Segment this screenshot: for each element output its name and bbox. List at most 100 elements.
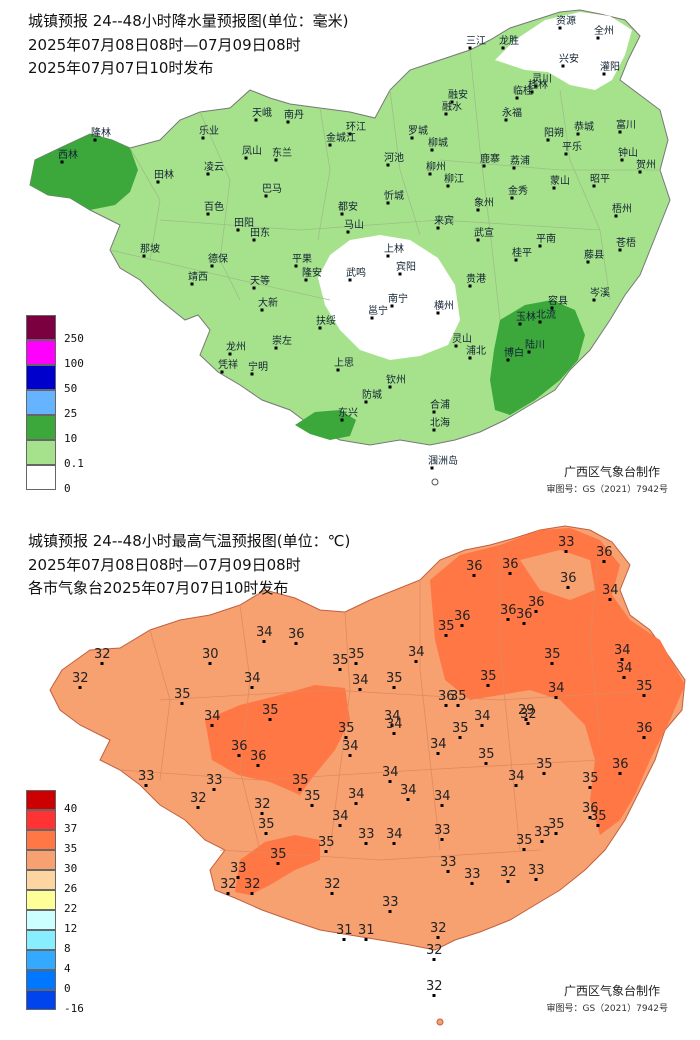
- city-label: 大新: [258, 296, 278, 309]
- station-dot: [392, 732, 396, 735]
- legend-label: 22: [64, 902, 78, 915]
- city-label: 北海: [430, 416, 450, 429]
- city-dot: [252, 286, 256, 290]
- station-dot: [354, 802, 358, 805]
- city-label: 合浦: [430, 398, 450, 411]
- station-dot: [522, 622, 526, 625]
- city-dot: [450, 100, 454, 104]
- city-label: 河池: [384, 151, 404, 164]
- station-dot: [354, 662, 358, 665]
- city-dot: [328, 143, 332, 147]
- temperature-value: 36: [500, 603, 517, 618]
- city-label: 田阳: [234, 217, 254, 229]
- city-label: 涠洲岛: [428, 454, 458, 467]
- city-dot: [318, 326, 322, 330]
- temperature-value: 34: [508, 769, 525, 784]
- legend-label: 50: [64, 382, 78, 395]
- temperature-value: 33: [206, 773, 223, 788]
- temperature-value: 36: [231, 739, 248, 754]
- station-dot: [344, 736, 348, 739]
- city-dot: [336, 368, 340, 372]
- city-dot: [638, 170, 642, 174]
- city-label: 三江: [466, 35, 486, 47]
- temperature-value: 32: [254, 797, 271, 812]
- city-dot: [512, 166, 516, 170]
- city-label: 隆林: [91, 126, 111, 139]
- temperature-value: 34: [256, 625, 273, 640]
- city-label: 东兴: [338, 406, 358, 419]
- temperature-value: 36: [288, 627, 305, 642]
- city-label: 武鸣: [346, 266, 366, 279]
- city-dot: [546, 138, 550, 142]
- temperature-value: 32: [426, 979, 443, 994]
- city-label: 灵山: [452, 333, 472, 345]
- city-label: 巴马: [262, 183, 282, 195]
- temperature-value: 35: [332, 653, 349, 668]
- legend-swatch: [26, 790, 56, 810]
- city-label: 凭祥: [218, 358, 238, 371]
- city-label: 德保: [208, 252, 228, 265]
- city-label: 靖西: [188, 270, 208, 283]
- station-dot: [524, 718, 528, 721]
- station-dot: [294, 642, 298, 645]
- station-dot: [264, 832, 268, 835]
- precip-period: 2025年07月08日08时—07月09日08时: [28, 36, 301, 54]
- temperature-value: 36: [250, 749, 267, 764]
- legend-swatch: [26, 950, 56, 970]
- city-label: 天等: [250, 274, 270, 287]
- city-label: 乐业: [199, 125, 219, 137]
- city-dot: [340, 212, 344, 216]
- temperature-value: 32: [190, 791, 207, 806]
- temperature-value: 35: [478, 747, 495, 762]
- city-dot: [618, 130, 622, 134]
- city-label: 田东: [250, 226, 270, 239]
- city-label: 蒙山: [550, 174, 570, 187]
- city-dot: [428, 172, 432, 176]
- city-label: 防城: [362, 388, 382, 401]
- station-dot: [432, 994, 436, 997]
- temperature-value: 34: [348, 787, 365, 802]
- station-dot: [392, 842, 396, 845]
- temperature-value: 34: [386, 827, 403, 842]
- legend-swatch: [26, 365, 56, 390]
- city-label: 富川: [616, 118, 636, 131]
- temperature-value: 35: [348, 647, 365, 662]
- legend-label: 25: [64, 407, 78, 420]
- station-dot: [564, 550, 568, 553]
- city-dot: [294, 264, 298, 268]
- city-label: 上思: [334, 357, 354, 369]
- city-label: 柳江: [444, 172, 464, 185]
- station-dot: [268, 718, 272, 721]
- city-label: 恭城: [574, 121, 594, 133]
- legend-label: 0.1: [64, 457, 84, 470]
- city-label: 武宣: [474, 226, 494, 239]
- city-label: 玉林: [516, 310, 536, 323]
- city-dot: [444, 112, 448, 116]
- city-label: 阳朔: [544, 126, 564, 139]
- precip-issued: 2025年07月07日10时发布: [28, 59, 214, 77]
- city-dot: [304, 278, 308, 282]
- temperature-value: 33: [230, 861, 247, 876]
- station-dot: [602, 560, 606, 563]
- station-dot: [310, 804, 314, 807]
- city-dot: [264, 194, 268, 198]
- station-dot: [348, 754, 352, 757]
- city-label: 钟山: [618, 146, 638, 159]
- station-dot: [436, 752, 440, 755]
- station-dot: [237, 754, 241, 757]
- station-dot: [338, 824, 342, 827]
- weizhou-island-temp: [436, 1018, 444, 1026]
- weizhou-island: [431, 478, 439, 486]
- legend-label: 12: [64, 922, 78, 935]
- city-dot: [561, 64, 565, 68]
- station-dot: [472, 574, 476, 577]
- city-label: 苍梧: [616, 236, 636, 249]
- temp-title: 城镇预报 24--48小时最高气温预报图(单位：℃): [28, 532, 351, 550]
- station-dot: [406, 798, 410, 801]
- temperature-value: 31: [358, 923, 375, 938]
- station-dot: [260, 812, 264, 815]
- city-label: 忻城: [384, 189, 404, 202]
- temperature-value: 35: [536, 757, 553, 772]
- station-dot: [388, 910, 392, 913]
